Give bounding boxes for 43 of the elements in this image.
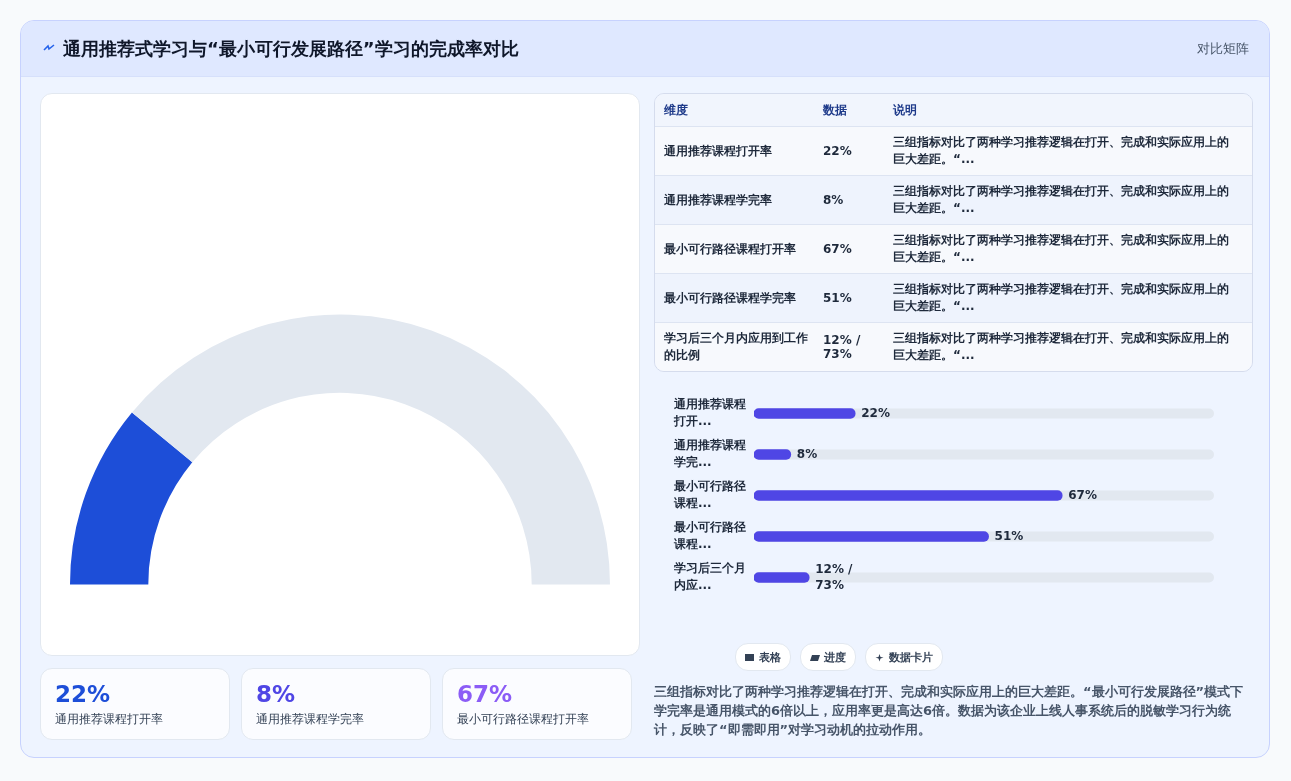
category-label: 通用推荐课程打开...	[674, 397, 746, 429]
data-label: 51%	[994, 528, 1024, 543]
text: 通用推荐课程打开率	[55, 711, 164, 728]
text: 8%	[823, 193, 845, 207]
text: 三组指标对比了两种学习推荐逻辑在打开、完成和实际应用上的巨大差距。“...	[893, 232, 1230, 266]
text: 22%	[823, 144, 853, 158]
text: 三组指标对比了两种学习推荐逻辑在打开、完成和实际应用上的巨大差距。“...	[893, 134, 1230, 168]
text: 最小可行路径课程打开率	[663, 240, 797, 258]
text: 表格	[759, 649, 781, 665]
text: 数据	[823, 101, 848, 119]
text: 三组指标对比了两种学习推荐逻辑在打开、完成和实际应用上的巨大差距。“...	[893, 281, 1230, 315]
text: 最小可行路径课程学完率	[663, 289, 797, 307]
text: 维度	[663, 101, 689, 119]
text: 最小可行路径课程打开率	[457, 711, 590, 728]
text: 通用推荐课程打开率	[663, 142, 773, 160]
text: 通用推荐课程学完率	[663, 191, 773, 209]
category-label: 通用推荐课程学完...	[674, 438, 746, 470]
text: 三组指标对比了两种学习推荐逻辑在打开、完成和实际应用上的巨大差距。“...	[893, 183, 1230, 217]
category-label: 学习后三个月内应...	[674, 561, 746, 593]
bar	[754, 408, 856, 419]
text: 三组指标对比了两种学习推荐逻辑在打开、完成和实际应用上的巨大差距。“最小可行发展路径”模式下学完率是通用模式的6倍以上，应用率更是高达6倍。数据为该企业上线人事系统后的脱敏学习行为统计，反映了“即需即用”对学习动机的拉动作用。	[654, 683, 1245, 739]
category-label: 最小可行路径课程...	[674, 479, 746, 511]
text: 通用推荐课程学完率	[256, 711, 365, 728]
text: 学习后三个月内应用到工作的比例	[663, 330, 809, 364]
text: 说明	[893, 101, 918, 119]
bar	[754, 449, 792, 460]
text: 67%	[457, 681, 514, 707]
bar	[754, 572, 810, 583]
text: 三组指标对比了两种学习推荐逻辑在打开、完成和实际应用上的巨大差距。“...	[893, 330, 1230, 364]
data-label: 12% / 73%	[815, 561, 854, 592]
text: 通用推荐式学习与“最小可行发展路径”学习的完成率对比	[63, 37, 519, 61]
text: 51%	[823, 291, 853, 305]
text: 进度	[824, 649, 846, 665]
text: 8%	[256, 681, 297, 707]
category-label: 最小可行路径课程...	[674, 520, 746, 552]
text: 22%	[55, 681, 112, 707]
data-label: 8%	[796, 446, 818, 461]
data-label: 22%	[861, 405, 890, 420]
text: 12% / 73%	[823, 333, 862, 361]
text: 67%	[823, 242, 853, 256]
text: 数据卡片	[889, 649, 933, 665]
data-label: 67%	[1068, 487, 1097, 502]
text: 对比矩阵	[1197, 40, 1249, 58]
